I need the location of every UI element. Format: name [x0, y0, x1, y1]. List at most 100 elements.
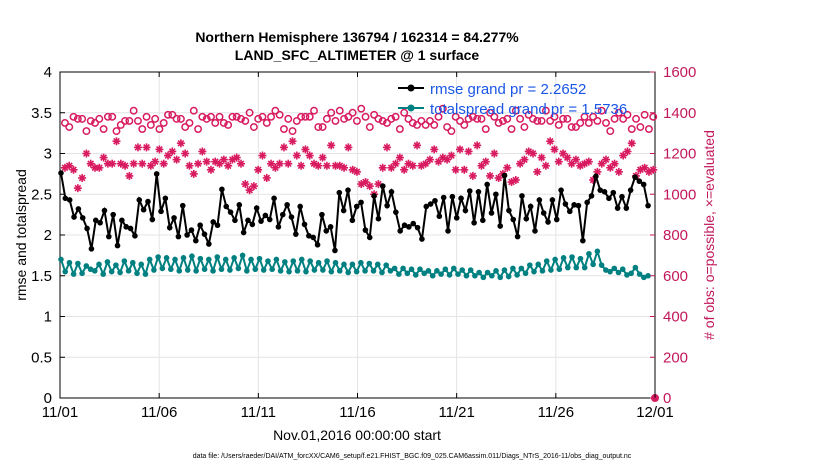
obs-evaluated-stroke	[289, 137, 296, 145]
rmse-point	[253, 205, 260, 211]
totalspread-point	[349, 261, 356, 268]
obs-evaluated-point	[194, 159, 203, 168]
rmse-point	[523, 215, 530, 222]
totalspread-point	[256, 255, 263, 262]
obs-evaluated-point	[202, 157, 211, 166]
obs-possible-point	[494, 118, 503, 127]
totalspread-point	[518, 265, 525, 272]
obs-evaluated-stroke	[276, 160, 284, 168]
obs-evaluated-point	[224, 161, 233, 170]
totalspread-point	[218, 266, 225, 273]
obs-evaluated-stroke	[624, 148, 631, 155]
obs-evaluated-point	[275, 159, 284, 168]
obs-evaluated-stroke	[280, 144, 288, 151]
obs-evaluated-stroke	[486, 172, 494, 180]
rmse-point	[288, 214, 295, 220]
obs-evaluated-point	[206, 165, 215, 174]
obs-evaluated-stroke	[78, 174, 86, 182]
rmse-point	[475, 189, 482, 195]
rmse-point	[266, 216, 273, 223]
obs-evaluated-stroke	[177, 139, 185, 147]
rmse-point	[597, 187, 604, 193]
totalspread-point	[556, 266, 563, 273]
obs-possible-point	[69, 112, 78, 121]
obs-possible-point	[378, 116, 387, 125]
totalspread-point	[611, 265, 618, 272]
totalspread-point	[387, 268, 394, 274]
rmse-point	[71, 214, 77, 220]
totalspread-point	[129, 259, 136, 266]
obs-evaluated-point	[155, 145, 164, 154]
x-axis-label: Nov.01,2016 00:00:00 start	[273, 427, 441, 443]
y-tick-label: 3	[44, 146, 52, 163]
rmse-point	[362, 227, 369, 233]
obs-evaluated-point	[503, 163, 512, 172]
rmse-point	[227, 209, 234, 215]
obs-possible-point	[297, 112, 306, 121]
rmse-point	[184, 232, 190, 238]
obs-possible-point	[391, 112, 400, 121]
obs-possible-point	[473, 114, 482, 123]
obs-possible-point	[447, 127, 456, 136]
obs-evaluated-point	[249, 182, 258, 191]
y-axis-label: rmse and totalspread	[13, 169, 29, 301]
rmse-point	[219, 186, 225, 193]
rmse-point	[566, 208, 573, 215]
obs-evaluated-stroke	[151, 158, 159, 166]
obs-possible-point	[78, 114, 87, 123]
rmse-point	[336, 189, 343, 196]
obs-evaluated-point	[112, 137, 121, 146]
obs-evaluated-stroke	[259, 152, 266, 159]
obs-possible-point	[636, 123, 645, 131]
obs-possible-point	[318, 123, 327, 131]
totalspread-point	[324, 258, 330, 264]
obs-evaluated-point	[95, 163, 104, 172]
rmse-point	[114, 242, 121, 249]
obs-evaluated-stroke	[340, 164, 348, 172]
totalspread-point	[353, 268, 360, 275]
totalspread-point	[168, 266, 174, 273]
totalspread-point	[189, 253, 195, 259]
obs-possible-point	[456, 116, 464, 125]
rmse-point	[293, 231, 299, 237]
y2-tick-label: 600	[663, 268, 688, 285]
rmse-point	[410, 220, 417, 227]
obs-possible-point	[65, 123, 74, 131]
obs-evaluated-point	[451, 165, 460, 174]
obs-evaluated-point	[567, 159, 576, 168]
totalspread-point	[146, 256, 153, 263]
obs-possible-point	[249, 123, 258, 131]
rmse-point	[58, 170, 64, 176]
obs-possible-point	[95, 114, 104, 123]
rmse-point	[62, 195, 69, 202]
obs-evaluated-point	[198, 147, 207, 156]
obs-evaluated-stroke	[173, 156, 180, 163]
y-axis-ticks: 0 0.5 1 1.5 2 2.5 3 3.5 4	[31, 64, 65, 407]
obs-evaluated-point	[314, 161, 323, 170]
rmse-point	[458, 195, 464, 202]
obs-possible-point	[425, 116, 434, 125]
y2-tick-label: 800	[663, 227, 688, 244]
obs-evaluated-point	[146, 161, 155, 170]
rmse-point	[445, 228, 451, 234]
totalspread-point	[628, 270, 634, 277]
rmse-point	[210, 219, 216, 225]
totalspread-point	[362, 268, 368, 274]
totalspread-point	[446, 272, 453, 278]
obs-possible-point	[627, 125, 636, 134]
obs-evaluated-point	[168, 147, 177, 156]
rmse-point	[327, 224, 334, 230]
obs-evaluated-point	[554, 157, 563, 166]
rmse-point	[419, 236, 425, 242]
obs-possible-point	[597, 106, 606, 115]
obs-possible-point	[550, 112, 559, 121]
obs-evaluated-stroke	[400, 166, 408, 174]
rmse-point	[245, 217, 251, 224]
rmse-point	[571, 202, 577, 208]
rmse-point	[232, 217, 238, 224]
y2-tick-label: 1600	[663, 64, 696, 81]
totalspread-point	[374, 261, 381, 268]
totalspread-point	[108, 268, 115, 275]
x-tick-label: 11/21	[438, 404, 474, 421]
totalspread-point	[400, 265, 406, 272]
